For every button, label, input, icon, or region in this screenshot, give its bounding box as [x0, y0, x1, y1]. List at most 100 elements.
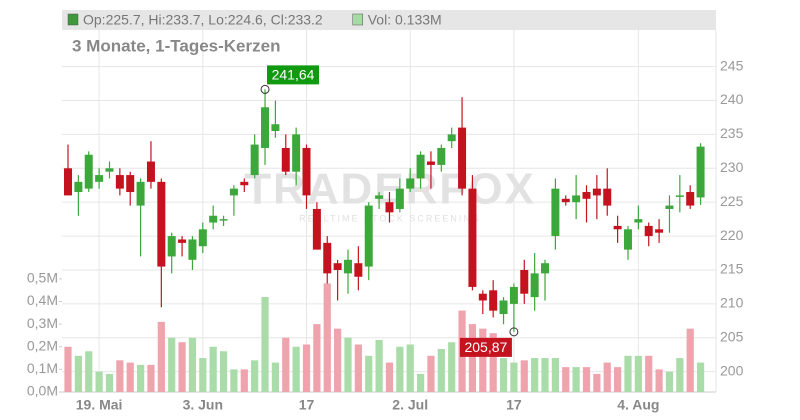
volume-bar: [582, 367, 591, 392]
candle-body: [665, 205, 674, 209]
y-tick-label: 240: [720, 91, 744, 107]
volume-bar: [157, 321, 165, 392]
x-tick-label: 17: [506, 397, 522, 413]
volume-bar: [136, 364, 145, 392]
x-tick-label: 19. Mai: [76, 397, 123, 413]
candle-body: [489, 290, 498, 311]
x-tick-label: 3. Jun: [183, 397, 223, 413]
candle-body: [375, 195, 384, 199]
volume-bar: [562, 367, 570, 392]
annotation-box: [459, 337, 512, 357]
header-bar: [62, 10, 716, 30]
candle-body: [572, 195, 581, 203]
volume-bar: [634, 355, 642, 392]
volume-bar: [499, 358, 508, 392]
volume-bar: [344, 337, 352, 392]
annotation-marker: [509, 327, 519, 337]
candle-body: [426, 161, 435, 165]
volume-bar: [520, 360, 528, 392]
candle-body: [520, 269, 529, 294]
volume-bar: [406, 344, 414, 392]
volume-bar: [126, 362, 134, 392]
volume-bar: [188, 337, 197, 392]
volume-bar: [468, 324, 477, 392]
legend-label: Op:225.7, Hi:233.7, Lo:224.6, Cl:233.2: [83, 12, 323, 28]
y-tick-label: 235: [720, 125, 744, 141]
volume-bar: [230, 369, 238, 392]
candle-body: [530, 273, 539, 298]
candle-body: [95, 175, 104, 182]
candle-body: [385, 202, 394, 213]
candle-body: [115, 175, 124, 189]
volume-bar: [354, 344, 362, 392]
candle-body: [281, 147, 290, 172]
volume-bar: [292, 346, 300, 392]
volume-bar: [64, 346, 72, 392]
candle-body: [333, 263, 342, 270]
annotation-marker: [260, 84, 270, 94]
legend-swatch: [67, 13, 79, 26]
candle-body: [240, 181, 249, 186]
y2-tick-label: 0,0M: [27, 383, 58, 399]
volume-bar: [375, 339, 383, 392]
y-tick-label: 210: [720, 295, 744, 311]
candle-body: [261, 107, 270, 148]
candle-body: [644, 225, 653, 237]
volume-bar: [645, 355, 653, 392]
volume-bar: [85, 351, 93, 392]
y2-tick-label: 0,4M: [27, 292, 58, 308]
legend-swatch: [352, 13, 363, 26]
candle-body: [437, 147, 446, 165]
candle-body: [364, 205, 373, 267]
candle-body: [178, 239, 187, 243]
candle-body: [105, 168, 114, 172]
subtitle: 3 Monate, 1-Tages-Kerzen: [72, 36, 280, 55]
annotation-box: [267, 65, 320, 85]
candle-body: [343, 259, 352, 274]
y-tick-label: 215: [720, 261, 744, 277]
y2-tick-label: 0,5M: [27, 270, 58, 286]
volume-bar: [510, 362, 518, 392]
candle-body: [84, 154, 93, 189]
candle-body: [198, 229, 207, 247]
volume-bar: [261, 296, 269, 392]
candle-body: [613, 225, 622, 230]
candle-body: [468, 188, 477, 287]
volume-bar: [603, 362, 611, 392]
volume-bar: [665, 371, 674, 392]
candle-body: [416, 154, 425, 179]
volume-bar: [686, 328, 694, 392]
candle-body: [157, 181, 166, 267]
volume-bar: [282, 337, 290, 392]
candle-body: [302, 147, 311, 196]
y-tick-label: 230: [720, 159, 744, 175]
volume-bar: [624, 355, 632, 392]
candle-body: [229, 188, 238, 196]
volume-bar: [271, 362, 279, 392]
candle-body: [499, 300, 508, 315]
x-tick-label: 2. Jul: [392, 397, 428, 413]
candle-body: [323, 242, 332, 274]
volume-bar: [437, 349, 445, 392]
volume-bar: [95, 371, 103, 392]
candle-body: [655, 229, 664, 233]
volume-bar: [551, 358, 559, 392]
y2-tick-label: 0,2M: [27, 337, 58, 353]
volume-bar: [479, 328, 487, 392]
candle-body: [696, 146, 705, 198]
candle-body: [509, 286, 518, 304]
legend-label: Vol: 0.133M: [368, 12, 442, 28]
candle-body: [582, 192, 591, 199]
candle-body: [686, 192, 695, 206]
y-tick-label: 245: [720, 57, 744, 73]
annotation-label: 241,64: [272, 67, 315, 83]
volume-bar: [178, 342, 186, 392]
candle-body: [136, 181, 145, 206]
candle-body: [167, 236, 176, 257]
y2-tick-label: 0,1M: [27, 360, 58, 376]
volume-bar: [572, 367, 580, 392]
y2-tick-label: 0,3M: [27, 315, 58, 331]
y-tick-label: 225: [720, 193, 744, 209]
volume-bar: [302, 344, 311, 392]
